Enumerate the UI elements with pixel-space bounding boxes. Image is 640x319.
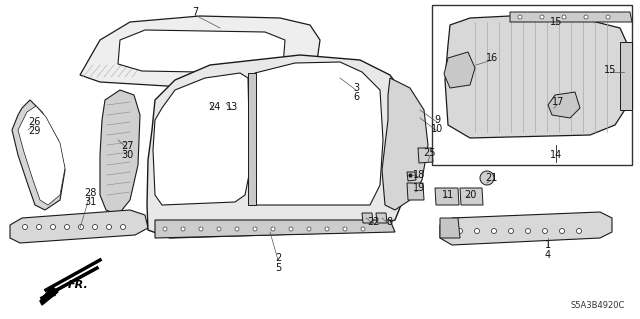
Polygon shape — [376, 213, 387, 223]
Circle shape — [474, 228, 479, 234]
Circle shape — [79, 225, 83, 229]
Polygon shape — [252, 62, 383, 205]
Text: S5A3B4920C: S5A3B4920C — [571, 301, 625, 310]
Circle shape — [577, 228, 582, 234]
Polygon shape — [435, 188, 459, 205]
Polygon shape — [40, 286, 58, 305]
Circle shape — [22, 225, 28, 229]
Polygon shape — [382, 78, 428, 210]
Circle shape — [543, 228, 547, 234]
Polygon shape — [460, 188, 483, 205]
Polygon shape — [147, 55, 410, 238]
Polygon shape — [418, 148, 433, 163]
Text: 5: 5 — [275, 263, 281, 273]
Circle shape — [65, 225, 70, 229]
Text: 26: 26 — [28, 117, 40, 127]
Text: FR.: FR. — [68, 280, 89, 290]
Polygon shape — [153, 73, 250, 205]
Circle shape — [509, 228, 513, 234]
Circle shape — [343, 227, 347, 231]
Text: 18: 18 — [413, 170, 425, 180]
Polygon shape — [362, 213, 373, 223]
Polygon shape — [440, 212, 612, 245]
Polygon shape — [444, 52, 475, 88]
Circle shape — [562, 15, 566, 19]
Text: 24: 24 — [208, 102, 220, 112]
Text: 14: 14 — [550, 150, 562, 160]
Circle shape — [36, 225, 42, 229]
Circle shape — [181, 227, 185, 231]
Circle shape — [540, 15, 544, 19]
Circle shape — [51, 225, 56, 229]
Polygon shape — [12, 100, 65, 210]
Circle shape — [120, 225, 125, 229]
Text: 16: 16 — [486, 53, 498, 63]
Text: 11: 11 — [442, 190, 454, 200]
Circle shape — [253, 227, 257, 231]
Text: 3: 3 — [353, 83, 359, 93]
Circle shape — [492, 228, 497, 234]
Polygon shape — [100, 90, 140, 215]
Circle shape — [361, 227, 365, 231]
Text: 31: 31 — [84, 197, 96, 207]
Polygon shape — [80, 16, 320, 88]
Polygon shape — [204, 103, 214, 112]
Text: 25: 25 — [424, 148, 436, 158]
Polygon shape — [10, 210, 148, 243]
Text: 15: 15 — [604, 65, 616, 75]
Polygon shape — [118, 30, 285, 73]
Text: 17: 17 — [552, 97, 564, 107]
Circle shape — [584, 15, 588, 19]
Circle shape — [480, 171, 494, 185]
Circle shape — [307, 227, 311, 231]
Polygon shape — [407, 183, 424, 200]
Polygon shape — [155, 220, 395, 238]
Text: 30: 30 — [121, 150, 133, 160]
Circle shape — [518, 15, 522, 19]
Circle shape — [525, 228, 531, 234]
Text: 19: 19 — [413, 183, 425, 193]
Text: 8: 8 — [386, 217, 392, 227]
Circle shape — [199, 227, 203, 231]
Circle shape — [325, 227, 329, 231]
Text: 1: 1 — [545, 240, 551, 250]
Text: 21: 21 — [485, 173, 497, 183]
Text: 2: 2 — [275, 253, 281, 263]
Text: 10: 10 — [431, 124, 443, 134]
Text: 20: 20 — [464, 190, 476, 200]
Text: 29: 29 — [28, 126, 40, 136]
Polygon shape — [440, 218, 460, 238]
Polygon shape — [445, 15, 630, 138]
Circle shape — [289, 227, 293, 231]
Polygon shape — [548, 92, 580, 118]
Text: 9: 9 — [434, 115, 440, 125]
Circle shape — [235, 227, 239, 231]
Bar — [432, 5, 632, 165]
Text: 4: 4 — [545, 250, 551, 260]
Text: 13: 13 — [226, 102, 238, 112]
Circle shape — [163, 227, 167, 231]
Circle shape — [606, 15, 610, 19]
Text: 22: 22 — [368, 217, 380, 227]
Polygon shape — [620, 42, 632, 110]
Text: 28: 28 — [84, 188, 96, 198]
Text: 27: 27 — [121, 141, 133, 151]
Circle shape — [271, 227, 275, 231]
Circle shape — [217, 227, 221, 231]
Text: 7: 7 — [192, 7, 198, 17]
Circle shape — [559, 228, 564, 234]
Circle shape — [93, 225, 97, 229]
Polygon shape — [407, 172, 416, 181]
Polygon shape — [248, 73, 256, 205]
Polygon shape — [510, 12, 632, 22]
Polygon shape — [18, 106, 65, 205]
Circle shape — [458, 228, 463, 234]
Text: 6: 6 — [353, 92, 359, 102]
Text: 15: 15 — [550, 17, 562, 27]
Polygon shape — [218, 103, 229, 110]
Circle shape — [106, 225, 111, 229]
